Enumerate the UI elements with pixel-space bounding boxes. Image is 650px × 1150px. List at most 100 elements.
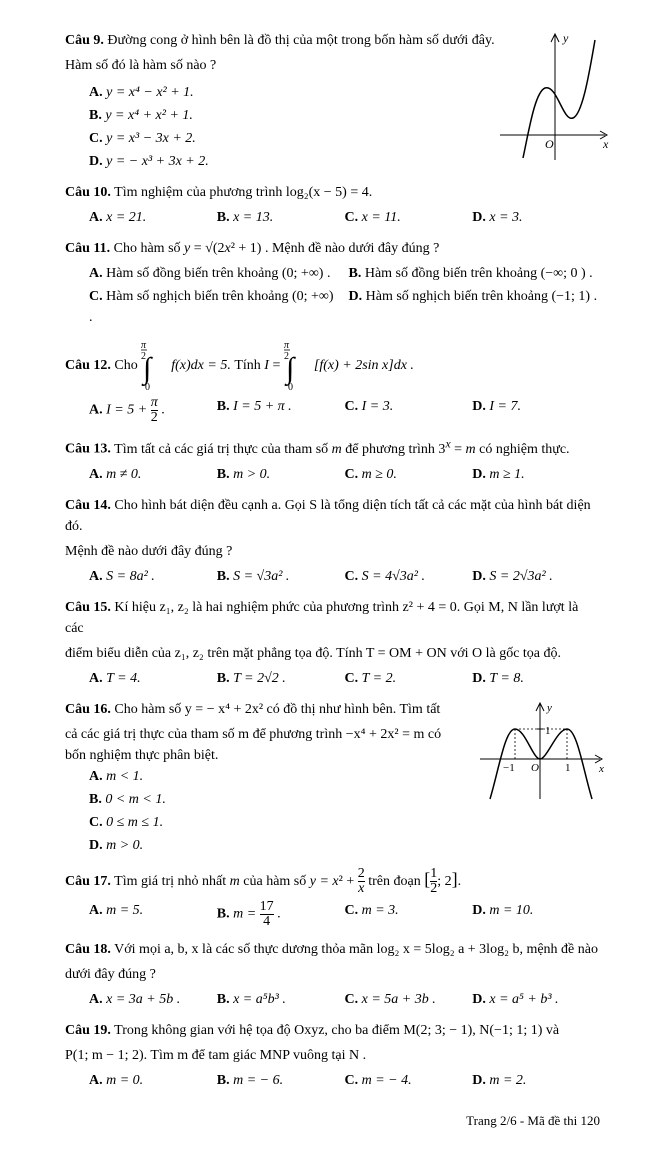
question-10: Câu 10. Tìm nghiệm của phương trình log₂… [65,182,600,228]
q17-body: Tìm giá trị nhỏ nhất m của hàm số y = x²… [114,874,461,889]
question-16: Câu 16. Cho hàm số y = − x⁴ + 2x² có đồ … [65,699,600,856]
q19-a: A. m = 0. [89,1070,217,1091]
q10-b: B. x = 13. [217,207,345,228]
q17-c: C. m = 3. [345,900,473,929]
question-9: Câu 9. Đường cong ở hình bên là đồ thị c… [65,30,600,172]
q12-a: A. I = 5 + π2 . [89,396,217,425]
integral-1: π 2 ∫ 0 [141,338,171,392]
question-17: Câu 17. Tìm giá trị nhỏ nhất m của hàm s… [65,866,600,929]
svg-text:π: π [141,340,147,351]
q12-body: Cho [111,355,141,376]
q13-c: C. m ≥ 0. [345,464,473,485]
q9-body1: Đường cong ở hình bên là đồ thị của một … [104,33,495,48]
q13-b: B. m > 0. [217,464,345,485]
q15-body1: Kí hiệu z₁, z₂ là hai nghiệm phức của ph… [65,600,578,636]
svg-text:0: 0 [288,382,293,392]
q14-b: B. S = √3a² . [217,566,345,587]
svg-text:x: x [598,763,604,775]
q19-body2: P(1; m − 1; 2). Tìm m để tam giác MNP vu… [65,1045,600,1066]
q12-d: D. I = 7. [472,396,600,425]
svg-text:y: y [562,31,569,45]
q9-prefix: Câu 9. [65,33,104,48]
q17-b: B. m = 174 . [217,900,345,929]
q12-prefix: Câu 12. [65,355,111,376]
q18-body1: Với mọi a, b, x là các số thực dương thỏ… [111,942,598,957]
q19-b: B. m = − 6. [217,1070,345,1091]
svg-text:1: 1 [565,762,571,774]
q16-body1: Cho hàm số y = − x⁴ + 2x² có đồ thị như … [111,702,440,717]
svg-text:π: π [284,340,290,351]
q19-d: D. m = 2. [472,1070,600,1091]
q12-choices: A. I = 5 + π2 . B. I = 5 + π . C. I = 3.… [89,396,600,425]
q18-d: D. x = a⁵ + b³ . [472,989,600,1010]
graph-quartic: x y O −1 1 1 [475,699,605,804]
q15-c: C. T = 2. [345,668,473,689]
q17-prefix: Câu 17. [65,874,111,889]
q11-a: A. Hàm số đồng biến trên khoảng (0; +∞) … [89,263,341,284]
question-18: Câu 18. Với mọi a, b, x là các số thực d… [65,939,600,1010]
q16-prefix: Câu 16. [65,702,111,717]
q10-body: Tìm nghiệm của phương trình log₂(x − 5) … [111,185,372,200]
question-12: Câu 12. Cho π 2 ∫ 0 f(x)dx = 5. Tính I =… [65,338,600,425]
q19-choices: A. m = 0. B. m = − 6. C. m = − 4. D. m =… [89,1070,600,1091]
q13-a: A. m ≠ 0. [89,464,217,485]
q15-choices: A. T = 4. B. T = 2√2 . C. T = 2. D. T = … [89,668,600,689]
q10-prefix: Câu 10. [65,185,111,200]
question-19: Câu 19. Trong không gian với hệ tọa độ O… [65,1020,600,1091]
q18-text: Câu 18. Với mọi a, b, x là các số thực d… [65,939,600,960]
q10-a: A. x = 21. [89,207,217,228]
svg-text:y: y [546,702,552,714]
q14-a: A. S = 8a² . [89,566,217,587]
q18-c: C. x = 5a + 3b . [345,989,473,1010]
q18-b: B. x = a⁵b³ . [217,989,345,1010]
q11-d: D. Hàm số nghịch biến trên khoảng (−1; 1… [349,286,601,328]
q19-body1: Trong không gian với hệ tọa độ Oxyz, cho… [111,1023,559,1038]
q18-prefix: Câu 18. [65,942,111,957]
q11-choices: A. Hàm số đồng biến trên khoảng (0; +∞) … [89,263,600,328]
q18-choices: A. x = 3a + 5b . B. x = a⁵b³ . C. x = 5a… [89,989,600,1010]
q14-body1: Cho hình bát diện đều cạnh a. Gọi S là t… [65,498,591,534]
q12-c: C. I = 3. [345,396,473,425]
q10-c: C. x = 11. [345,207,473,228]
q11-c: C. Hàm số nghịch biến trên khoảng (0; +∞… [89,286,341,328]
question-11: Câu 11. Cho hàm số y = √(2x² + 1) . Mệnh… [65,238,600,328]
question-14: Câu 14. Cho hình bát diện đều cạnh a. Gọ… [65,495,600,587]
q16-c: C. 0 ≤ m ≤ 1. [89,812,600,833]
q14-choices: A. S = 8a² . B. S = √3a² . C. S = 4√3a² … [89,566,600,587]
q19-text: Câu 19. Trong không gian với hệ tọa độ O… [65,1020,600,1041]
page-footer: Trang 2/6 - Mã đề thi 120 [65,1111,600,1131]
question-15: Câu 15. Kí hiệu z₁, z₂ là hai nghiệm phứ… [65,597,600,689]
q18-a: A. x = 3a + 5b . [89,989,217,1010]
q17-choices: A. m = 5. B. m = 174 . C. m = 3. D. m = … [89,900,600,929]
q13-choices: A. m ≠ 0. B. m > 0. C. m ≥ 0. D. m ≥ 1. [89,464,600,485]
svg-text:x: x [602,137,609,151]
q14-prefix: Câu 14. [65,498,111,513]
question-13: Câu 13. Tìm tất cả các giá trị thực của … [65,435,600,485]
q17-text: Câu 17. Tìm giá trị nhỏ nhất m của hàm s… [65,866,600,896]
q13-prefix: Câu 13. [65,442,111,457]
svg-text:1: 1 [545,725,551,737]
q15-b: B. T = 2√2 . [217,668,345,689]
q19-c: C. m = − 4. [345,1070,473,1091]
svg-text:O: O [545,137,554,151]
q15-text: Câu 15. Kí hiệu z₁, z₂ là hai nghiệm phứ… [65,597,600,639]
q13-d: D. m ≥ 1. [472,464,600,485]
q11-prefix: Câu 11. [65,241,110,256]
q11-text: Câu 11. Cho hàm số y = √(2x² + 1) . Mệnh… [65,238,600,259]
q11-b: B. Hàm số đồng biến trên khoảng (−∞; 0 )… [349,263,601,284]
svg-text:−1: −1 [503,762,515,774]
q15-prefix: Câu 15. [65,600,111,615]
q11-body: Cho hàm số y = √(2x² + 1) . Mệnh đề nào … [110,241,439,256]
svg-text:0: 0 [145,382,150,392]
q17-a: A. m = 5. [89,900,217,929]
q10-d: D. x = 3. [472,207,600,228]
q10-choices: A. x = 21. B. x = 13. C. x = 11. D. x = … [89,207,600,228]
q13-text: Câu 13. Tìm tất cả các giá trị thực của … [65,435,600,460]
q12-b: B. I = 5 + π . [217,396,345,425]
q12-text: Câu 12. Cho π 2 ∫ 0 f(x)dx = 5. Tính I =… [65,338,600,392]
q10-text: Câu 10. Tìm nghiệm của phương trình log₂… [65,182,600,203]
q17-d: D. m = 10. [472,900,600,929]
svg-text:O: O [531,762,539,774]
q14-text: Câu 14. Cho hình bát diện đều cạnh a. Gọ… [65,495,600,537]
q18-body2: dưới đây đúng ? [65,964,600,985]
